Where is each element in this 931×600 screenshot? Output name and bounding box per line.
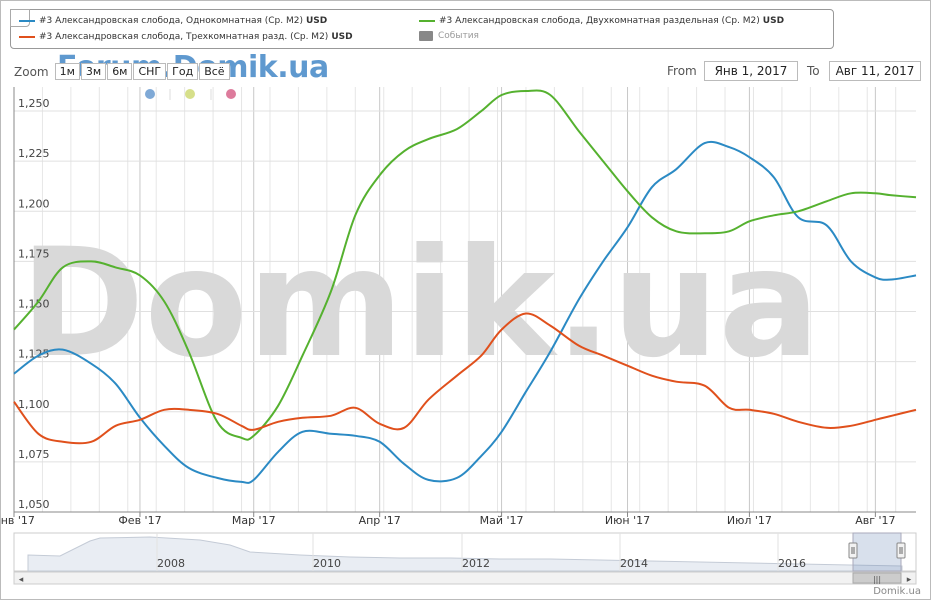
zoom-all-button[interactable]: Всё [199,63,230,80]
series-line-three-room [13,312,917,445]
legend-label: #3 Александровская слобода, Однокомнатна… [39,16,303,26]
legend-unit: USD [331,32,353,42]
y-tick-label: 1,075 [18,448,50,461]
range-to-input[interactable]: Авг 11, 2017 [829,61,921,81]
x-tick-label: Апр '17 [359,514,401,527]
legend-item-three-room[interactable]: #3 Александровская слобода, Трехкомнатна… [19,32,353,42]
x-tick-label: Июн '17 [605,514,650,527]
legend-label: #3 Александровская слобода, Трехкомнатна… [39,32,329,42]
event-marker [226,89,236,99]
watermark-center: Domik.ua [20,217,820,391]
navigator-year-label: 2010 [313,557,341,570]
y-tick-label: 1,225 [18,147,50,160]
y-tick-label: 1,200 [18,197,50,210]
y-tick-label: 1,100 [18,398,50,411]
event-marker [185,89,195,99]
y-tick-label: 1,175 [18,247,50,260]
range-from-label: From [667,64,697,78]
scrollbar-left-arrow[interactable]: ◂ [19,575,24,585]
x-tick-label: Янв '17 [0,514,35,527]
legend-unit: USD [305,16,328,26]
legend-toggle[interactable] [10,9,30,27]
range-from-input[interactable]: Янв 1, 2017 [704,61,798,81]
x-tick-label: Фев '17 [118,514,161,527]
x-tick-label: Май '17 [480,514,524,527]
legend-swatch [19,20,35,22]
navigator-year-label: 2008 [157,557,185,570]
navigator-handle[interactable] [896,542,906,559]
y-tick-label: 1,125 [18,348,50,361]
y-tick-label: 1,050 [18,498,50,511]
x-tick-label: Мар '17 [232,514,276,527]
event-marker [145,89,155,99]
series-line-one-room [13,140,917,484]
y-tick-label: 1,150 [18,298,50,311]
legend-swatch [419,20,435,22]
navigator-series [27,536,903,572]
legend-unit: USD [762,16,785,26]
zoom-3m-button[interactable]: 3м [80,63,107,80]
legend-label: #3 Александровская слобода, Двухкомнатна… [439,16,760,26]
events-swatch [419,31,433,41]
legend-item-one-room[interactable]: #3 Александровская слобода, Однокомнатна… [19,16,327,26]
navigator-year-label: 2014 [620,557,648,570]
zoom-1m-button[interactable]: 1м [54,63,80,80]
navigator-selection [852,532,902,572]
legend-item-two-room[interactable]: #3 Александровская слобода, Двухкомнатна… [419,16,784,26]
zoom-ytd-button[interactable]: СНГ [133,63,167,80]
zoom-bar: Zoom 1м 3м 6м СНГ Год Всё [14,63,231,80]
zoom-label: Zoom [14,64,49,79]
scrollbar-right-arrow[interactable]: ▸ [907,575,912,585]
zoom-6m-button[interactable]: 6м [107,63,133,80]
navigator-year-label: 2012 [462,557,490,570]
legend-label: События [438,31,479,41]
x-tick-label: Июл '17 [727,514,772,527]
range-to-label: To [807,64,820,78]
credits-link[interactable]: Domik.ua [873,586,921,597]
y-tick-label: 1,250 [18,97,50,110]
zoom-1y-button[interactable]: Год [167,63,199,80]
legend-swatch [19,36,35,38]
x-tick-label: Авг '17 [855,514,895,527]
series-line-two-room [13,89,917,441]
legend: #3 Александровская слобода, Однокомнатна… [10,9,834,49]
scrollbar-track [13,571,917,585]
navigator-handle[interactable] [848,542,858,559]
legend-item-events[interactable]: События [419,31,479,41]
scrollbar-thumb[interactable] [852,572,902,584]
scrollbar-thumb-grip: ||| [873,575,881,584]
navigator-year-label: 2016 [778,557,806,570]
